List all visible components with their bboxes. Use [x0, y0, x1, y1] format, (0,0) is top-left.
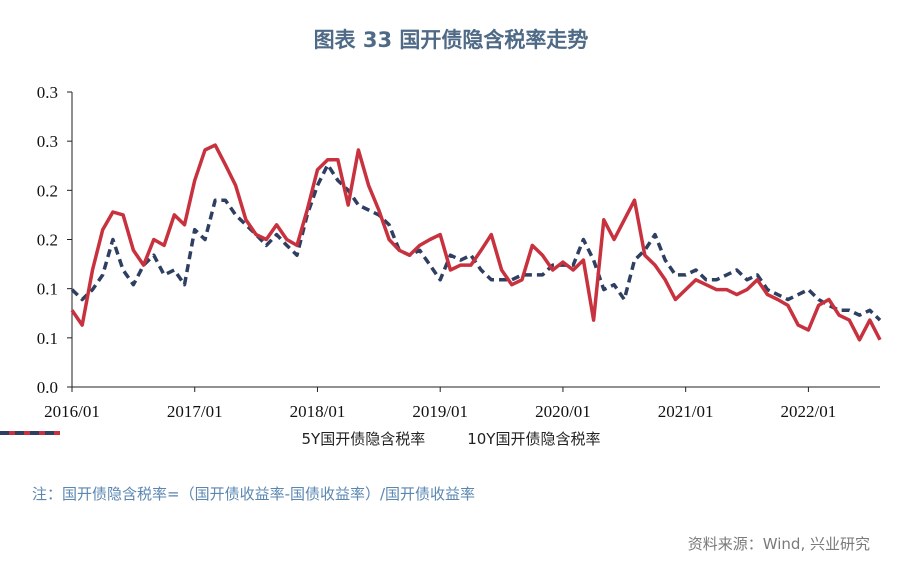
- source-text: 资料来源：Wind, 兴业研究: [687, 535, 870, 553]
- x-tick-label: 2021/01: [658, 402, 714, 421]
- y-tick-label: 0.2: [37, 181, 58, 200]
- legend-item-5y: 5Y国开债隐含税率: [0, 428, 426, 449]
- footnote: 注：国开债隐含税率=（国开债收益率-国债收益率）/国开债收益率: [32, 485, 476, 503]
- series-line-5y: [70, 143, 882, 342]
- y-tick-label: 0.0: [37, 378, 58, 397]
- y-tick-label: 0.1: [37, 329, 58, 348]
- x-tick-label: 2019/01: [412, 402, 468, 421]
- x-tick-label: 2022/01: [781, 402, 837, 421]
- legend-item-10y: 10Y国开债隐含税率: [0, 428, 601, 449]
- legend-swatch-dashed: [0, 431, 60, 435]
- x-tick-label: 2016/01: [44, 402, 100, 421]
- legend-label-10y: 10Y国开债隐含税率: [467, 430, 601, 448]
- y-tick-label: 0.3: [37, 83, 58, 102]
- legend: 5Y国开债隐含税率 10Y国开债隐含税率: [0, 428, 902, 449]
- x-tick-label: 2018/01: [290, 402, 346, 421]
- x-tick-label: 2017/01: [167, 402, 223, 421]
- x-tick-label: 2020/01: [535, 402, 591, 421]
- chart-title: 图表 33 国开债隐含税率走势: [313, 28, 589, 52]
- legend-label-5y: 5Y国开债隐含税率: [301, 430, 426, 448]
- y-tick-label: 0.3: [37, 132, 58, 151]
- y-tick-label: 0.1: [37, 280, 58, 299]
- line-chart: 0.0 0.1 0.1 0.2 0.2 0.3 0.3 2016/01 2017/01 2018/…: [37, 83, 882, 421]
- y-tick-label: 0.2: [37, 231, 58, 250]
